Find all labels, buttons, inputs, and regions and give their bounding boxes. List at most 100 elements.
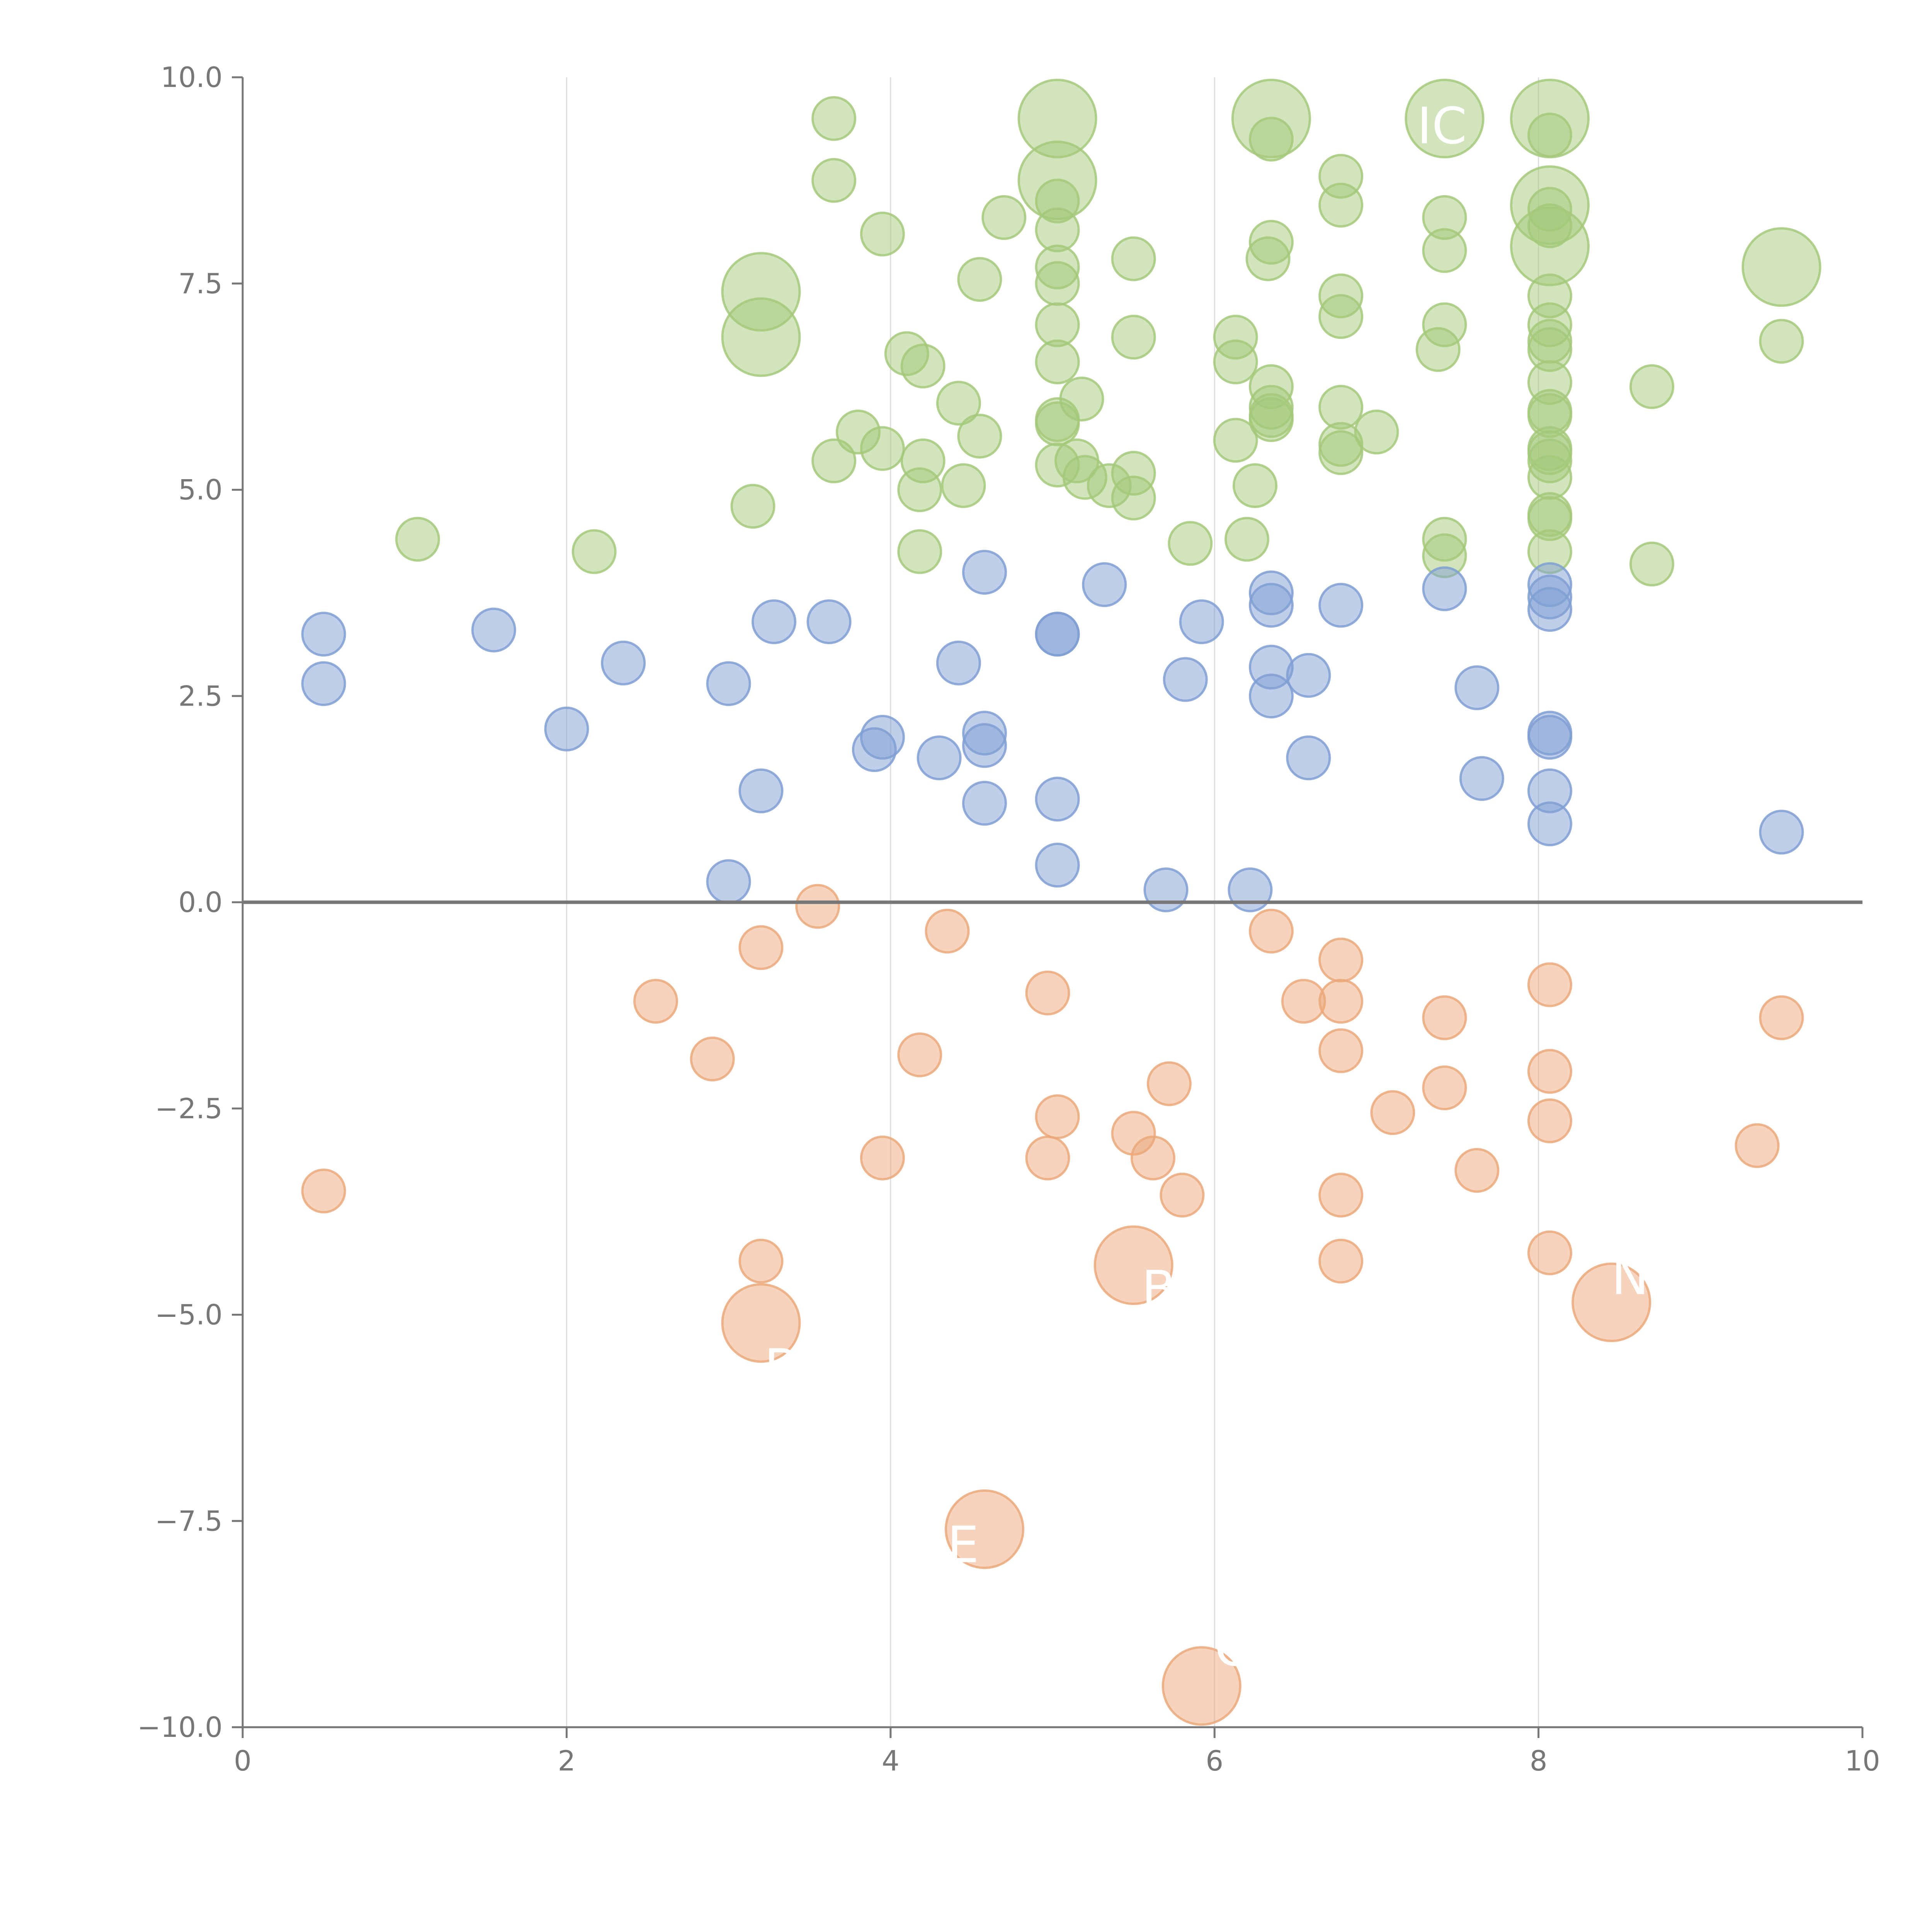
- data-point: [1163, 657, 1208, 702]
- data-point: [1759, 810, 1804, 855]
- data-point: [1025, 1135, 1070, 1180]
- series-mid: [301, 550, 1804, 912]
- y-tick-label: 7.5: [178, 267, 223, 300]
- data-point: [571, 529, 617, 574]
- data-point: [925, 908, 970, 954]
- data-point: [706, 661, 751, 706]
- data-point: [917, 735, 962, 781]
- data-point: [957, 413, 1002, 459]
- x-tick-label: 6: [1206, 1745, 1223, 1777]
- data-point: [1318, 1238, 1364, 1284]
- y-tick: −7.5: [155, 1505, 243, 1537]
- data-point: [544, 706, 589, 752]
- data-point: [1527, 801, 1572, 847]
- y-tick-label: −2.5: [155, 1092, 223, 1125]
- data-point: [1527, 715, 1572, 760]
- bubble-labels: IC MI B N B E C: [764, 97, 1649, 1677]
- data-point: [1286, 735, 1331, 781]
- series-high: [395, 78, 1821, 587]
- data-point: [1318, 583, 1364, 628]
- data-point: [1735, 1123, 1780, 1168]
- data-point: [601, 640, 646, 685]
- x-tick-label: 2: [558, 1745, 575, 1777]
- data-point: [900, 344, 946, 389]
- data-point: [962, 723, 1007, 768]
- data-point: [1286, 653, 1331, 698]
- data-point: [1228, 867, 1273, 912]
- data-point: [1035, 261, 1080, 306]
- data-point: [897, 467, 942, 512]
- data-point: [1318, 1028, 1364, 1073]
- data-point: [962, 781, 1007, 826]
- data-point: [1318, 937, 1364, 983]
- data-point: [1025, 970, 1070, 1015]
- data-point: [1225, 517, 1270, 562]
- data-point: [301, 612, 346, 657]
- data-point: [1415, 327, 1461, 372]
- data-point: [1035, 612, 1080, 657]
- x-tick: 0: [234, 1727, 252, 1777]
- y-tick: 7.5: [178, 267, 243, 300]
- data-point: [1318, 182, 1364, 228]
- data-point: [1759, 995, 1804, 1040]
- y-tick: −5.0: [155, 1299, 243, 1331]
- x-tick-label: 8: [1530, 1745, 1548, 1777]
- x-tick: 4: [882, 1727, 900, 1777]
- x-tick: 6: [1206, 1727, 1223, 1777]
- data-point: [1094, 1225, 1173, 1305]
- data-point: [795, 884, 840, 929]
- data-point: [1318, 1172, 1364, 1218]
- data-point: [301, 1168, 346, 1214]
- data-point: [1629, 541, 1675, 587]
- data-point: [1459, 756, 1504, 801]
- data-point: [301, 661, 346, 706]
- bubble-label: C: [1214, 1619, 1250, 1677]
- data-point: [1527, 1230, 1572, 1276]
- y-tick-label: 0.0: [178, 886, 223, 918]
- data-point: [1059, 376, 1104, 422]
- data-point: [1422, 566, 1467, 611]
- data-point: [1527, 587, 1572, 632]
- data-point: [852, 727, 897, 772]
- data-point: [1130, 1135, 1175, 1180]
- x-tick-label: 10: [1845, 1745, 1880, 1777]
- data-point: [1111, 236, 1156, 281]
- data-point: [1160, 1172, 1205, 1218]
- data-point: [811, 158, 857, 203]
- data-point: [1248, 117, 1294, 162]
- x-tick: 10: [1845, 1727, 1880, 1777]
- data-point: [1213, 339, 1258, 384]
- y-tick-label: 10.0: [161, 61, 223, 94]
- data-point: [1035, 842, 1080, 888]
- data-point: [1759, 319, 1804, 364]
- data-point: [738, 925, 784, 970]
- data-point: [738, 768, 784, 813]
- data-point: [1213, 418, 1258, 463]
- data-point: [897, 1032, 942, 1077]
- y-tick: 10.0: [161, 61, 243, 94]
- data-point: [1111, 315, 1156, 360]
- data-point: [1318, 294, 1364, 339]
- y-tick: 2.5: [178, 680, 243, 712]
- data-point: [1527, 112, 1572, 158]
- data-point: [1318, 979, 1364, 1024]
- data-point: [962, 550, 1007, 595]
- y-tick-label: −10.0: [137, 1711, 223, 1743]
- x-axis-ticks: 0 2 4 6 8 10: [234, 1727, 1880, 1777]
- data-point: [860, 1135, 905, 1180]
- bubble-label: B: [764, 1338, 799, 1397]
- data-point: [751, 599, 796, 645]
- data-point: [1422, 1065, 1467, 1111]
- data-point: [944, 1489, 1024, 1569]
- data-point: [1454, 665, 1500, 710]
- data-point: [897, 529, 942, 574]
- data-point: [1527, 1098, 1572, 1143]
- data-point: [1168, 521, 1213, 566]
- data-point: [1354, 410, 1399, 455]
- data-point: [1248, 673, 1294, 719]
- data-point: [860, 426, 905, 471]
- y-tick-label: 5.0: [178, 474, 223, 506]
- bubble-label: E: [947, 1515, 979, 1574]
- y-tick-label: 2.5: [178, 680, 223, 712]
